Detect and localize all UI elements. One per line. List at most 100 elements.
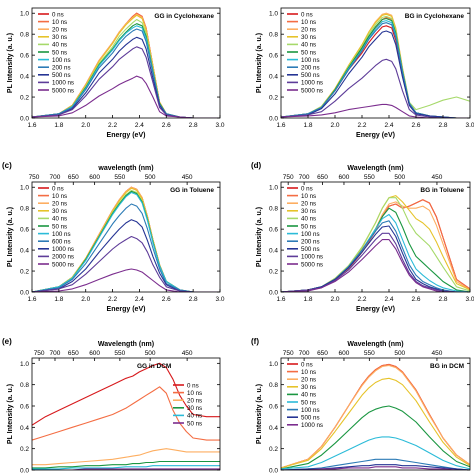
legend-entry: 5000 ns	[301, 261, 323, 268]
series-line-4	[32, 460, 220, 469]
legend-entry: 0 ns	[301, 11, 313, 18]
chart-title: BG in Cyclohexane	[405, 13, 465, 20]
top-axis-label: Wavelength (nm)	[98, 341, 154, 348]
y-tick-label: 0.4	[20, 425, 29, 432]
series-line-10	[32, 46, 220, 118]
y-tick-label: 0.0	[269, 290, 278, 297]
panel-letter: (c)	[2, 161, 12, 170]
y-tick-label: 1.0	[20, 185, 29, 192]
x-axis-label: Energy (eV)	[356, 306, 395, 313]
y-tick-label: 0.2	[20, 446, 29, 453]
x-axis-label: Energy (eV)	[107, 306, 146, 313]
series-line-8	[32, 203, 220, 292]
legend-entry: 50 ns	[301, 399, 316, 406]
legend-entry: 40 ns	[52, 216, 67, 223]
y-tick-label: 0.0	[269, 468, 278, 474]
y-tick-label: 0.6	[20, 53, 29, 60]
top-tick-label: 600	[339, 174, 350, 181]
legend-entry: 50 ns	[187, 420, 202, 427]
legend-entry: 200 ns	[52, 65, 71, 72]
legend-entry: 40 ns	[301, 216, 316, 223]
legend-entry: 30 ns	[187, 405, 202, 412]
legend-entry: 30 ns	[301, 34, 316, 41]
legend-entry: 20 ns	[301, 27, 316, 34]
top-tick-label: 550	[364, 174, 375, 181]
x-axis-label: Energy (eV)	[107, 132, 146, 139]
chart-title: GG in DCM	[137, 363, 171, 370]
top-tick-label: 750	[34, 350, 45, 357]
legend-entry: 0 ns	[52, 11, 64, 18]
legend-entry: 500 ns	[52, 72, 71, 79]
series-group	[281, 12, 470, 118]
y-axis-label: PL Intensity (a. u.)	[7, 207, 14, 267]
top-tick-label: 550	[114, 174, 125, 181]
x-tick-label: 2.4	[135, 122, 144, 129]
legend-entry: 500 ns	[301, 415, 320, 422]
x-tick-label: 2.8	[189, 122, 198, 129]
legend-entry: 20 ns	[187, 398, 202, 405]
series-group	[32, 12, 220, 118]
x-tick-label: 2.0	[330, 296, 339, 303]
top-tick-label: 500	[394, 174, 405, 181]
x-tick-label: 2.6	[162, 122, 171, 129]
chart-title: BG in Toluene	[420, 187, 464, 194]
y-tick-label: 1.0	[20, 11, 29, 18]
y-axis-label: PL Intensity (a. u.)	[256, 207, 263, 267]
top-tick-label: 650	[68, 350, 79, 357]
y-tick-label: 1.0	[269, 185, 278, 192]
series-line-10	[32, 235, 220, 292]
legend-entry: 40 ns	[187, 413, 202, 420]
series-line-11	[32, 268, 220, 292]
x-tick-label: 1.8	[303, 122, 312, 129]
legend-entry: 200 ns	[301, 65, 320, 72]
top-tick-label: 700	[50, 174, 61, 181]
x-tick-label: 1.8	[54, 296, 63, 303]
chart-title: GG in Cyclohexane	[154, 13, 214, 20]
x-tick-label: 2.6	[162, 296, 171, 303]
x-tick-label: 2.4	[384, 122, 393, 129]
legend-entry: 0 ns	[52, 185, 64, 192]
panel-letter: (e)	[2, 337, 12, 346]
chart-panel-4: 0.0 0.2 0.4 0.6 0.8 1.0 1.6 1.8 2.0 2.2 2.4 2.6 2.8 3…	[251, 161, 474, 313]
x-tick-label: 2.0	[81, 122, 90, 129]
top-tick-label: 450	[432, 174, 443, 181]
legend-entry: 100 ns	[301, 407, 320, 414]
y-tick-label: 0.8	[20, 206, 29, 213]
top-tick-label: 750	[29, 174, 40, 181]
top-axis-label: Wavelength (nm)	[347, 165, 403, 172]
series-line-7	[32, 191, 220, 292]
legend-entry: 1000 ns	[301, 80, 323, 87]
legend-entry: 1000 ns	[52, 246, 74, 253]
top-tick-label: 750	[283, 350, 294, 357]
y-tick-label: 0.8	[269, 206, 278, 213]
top-tick-label: 450	[182, 350, 193, 357]
legend-entry: 0 ns	[301, 361, 313, 368]
top-axis-label: Wavelength (nm)	[347, 341, 403, 348]
series-line-11	[32, 75, 220, 118]
legend-entry: 200 ns	[301, 239, 320, 246]
y-tick-label: 0.0	[269, 116, 278, 123]
legend-entry: 20 ns	[301, 377, 316, 384]
y-tick-label: 0.6	[20, 227, 29, 234]
x-tick-label: 1.8	[303, 296, 312, 303]
x-tick-label: 2.6	[411, 122, 420, 129]
x-tick-label: 2.2	[108, 296, 117, 303]
series-line-9	[281, 30, 470, 118]
x-tick-label: 3.0	[465, 296, 474, 303]
top-tick-label: 700	[299, 174, 310, 181]
y-tick-label: 1.0	[269, 11, 278, 18]
x-tick-label: 2.2	[357, 296, 366, 303]
series-line-1	[32, 362, 220, 426]
legend-entry: 20 ns	[301, 201, 316, 208]
top-tick-label: 650	[317, 350, 328, 357]
legend-entry: 50 ns	[52, 223, 67, 230]
top-tick-label: 750	[283, 174, 294, 181]
series-line-9	[281, 225, 470, 292]
legend-entry: 50 ns	[301, 223, 316, 230]
legend-entry: 1000 ns	[301, 254, 323, 261]
legend-entry: 100 ns	[52, 231, 71, 238]
x-tick-label: 3.0	[215, 122, 224, 129]
